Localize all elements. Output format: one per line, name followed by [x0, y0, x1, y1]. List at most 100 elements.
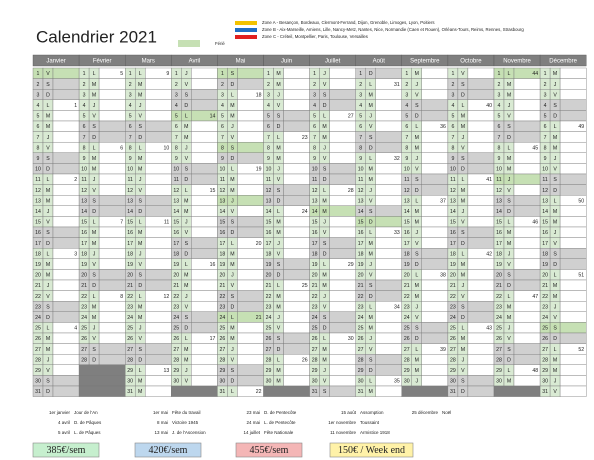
- weekday: M: [276, 230, 280, 236]
- day-body: [144, 120, 172, 132]
- weekday: M: [184, 124, 188, 130]
- day-number: 19: [450, 262, 456, 268]
- day-number: 16: [496, 230, 502, 236]
- weekday: J: [139, 326, 142, 332]
- holiday-name: Armistice 1918: [360, 430, 390, 435]
- day-number: 30: [35, 379, 41, 385]
- holiday-date: 8 mai: [157, 420, 168, 425]
- weekday: D: [369, 368, 373, 374]
- day-number: 11: [312, 177, 317, 183]
- weekday: V: [553, 315, 557, 321]
- weekday: M: [369, 241, 373, 247]
- day-body: [329, 385, 356, 397]
- day-body: [513, 354, 541, 366]
- day-body: [283, 258, 310, 270]
- day-body: [559, 247, 587, 259]
- day-body: [513, 247, 541, 259]
- weekday: L: [323, 262, 326, 268]
- weekday: S: [553, 326, 557, 332]
- day-number: 11: [404, 177, 409, 183]
- day-number: 15: [127, 220, 133, 226]
- weekday: J: [508, 251, 511, 257]
- weekday: V: [138, 262, 142, 268]
- day-number: 15: [496, 220, 502, 226]
- week-number: 11: [164, 220, 169, 226]
- day-number: 31: [35, 389, 41, 395]
- day-number: 17: [358, 241, 364, 247]
- week-number: 30: [348, 336, 354, 342]
- day-number: 25: [266, 326, 272, 332]
- weekday: M: [230, 326, 234, 332]
- day-body: [559, 67, 587, 79]
- weekday: S: [553, 177, 557, 183]
- weekday: D: [92, 209, 96, 215]
- weekday: V: [138, 336, 142, 342]
- day-number: 21: [173, 283, 179, 289]
- day-number: 11: [128, 177, 133, 183]
- weekday: V: [92, 188, 96, 194]
- day-number: 6: [267, 124, 270, 130]
- day-body: [237, 322, 264, 334]
- day-number: 1: [37, 71, 40, 77]
- day-number: 29: [312, 368, 318, 374]
- day-body: [559, 258, 587, 270]
- weekday: L: [139, 145, 142, 151]
- legend-label: Zone A - Besançon, Bordeaux, Clermont-Fe…: [262, 20, 435, 25]
- weekday: M: [461, 124, 465, 130]
- day-body: [329, 354, 356, 366]
- day-number: 5: [267, 114, 270, 120]
- weekday: M: [369, 92, 373, 98]
- day-body: [52, 131, 80, 143]
- weekday: M: [46, 273, 50, 279]
- day-number: 22: [358, 294, 364, 300]
- day-body: [144, 385, 172, 397]
- day-number: 24: [404, 315, 410, 321]
- weekday: D: [46, 241, 50, 247]
- holiday-name: Victoire 1945: [172, 420, 199, 425]
- day-body: [52, 237, 80, 249]
- day-body: [559, 205, 587, 217]
- weekday: L: [139, 220, 142, 226]
- week-number: 13: [164, 368, 170, 374]
- day-body: [375, 67, 403, 79]
- day-body: [98, 120, 126, 132]
- weekday: V: [185, 379, 189, 385]
- day-body: [144, 184, 172, 196]
- day-number: 7: [544, 135, 547, 141]
- weekday: L: [323, 336, 326, 342]
- weekday: D: [231, 304, 235, 310]
- week-number: 41: [486, 177, 492, 183]
- weekday: L: [369, 156, 372, 162]
- weekday: M: [322, 347, 326, 353]
- holiday-date: 1er mai: [153, 410, 168, 415]
- day-number: 19: [81, 262, 87, 268]
- day-body: [329, 226, 356, 238]
- weekday: M: [369, 167, 373, 173]
- day-number: 24: [450, 315, 456, 321]
- week-number: 16: [210, 262, 216, 268]
- week-number: 47: [532, 294, 538, 300]
- day-number: 19: [127, 262, 133, 268]
- day-number: 7: [498, 135, 501, 141]
- weekday: J: [369, 188, 372, 194]
- day-number: 9: [313, 156, 316, 162]
- week-number: 6: [120, 145, 123, 151]
- day-number: 28: [358, 357, 364, 363]
- day-body: [144, 311, 172, 323]
- day-body: [375, 131, 403, 143]
- weekday: V: [185, 156, 189, 162]
- month-name: Mai: [236, 59, 246, 65]
- day-body: [513, 173, 541, 185]
- day-number: 15: [312, 220, 318, 226]
- day-body: [467, 375, 495, 387]
- day-number: 25: [542, 326, 548, 332]
- day-number: 28: [312, 357, 318, 363]
- day-number: 14: [173, 209, 179, 215]
- weekday: M: [415, 220, 419, 226]
- day-number: 9: [221, 156, 224, 162]
- week-number: 32: [394, 156, 400, 162]
- day-number: 4: [359, 103, 362, 109]
- day-number: 1: [221, 71, 224, 77]
- day-number: 2: [498, 82, 501, 88]
- day-body: [283, 364, 310, 376]
